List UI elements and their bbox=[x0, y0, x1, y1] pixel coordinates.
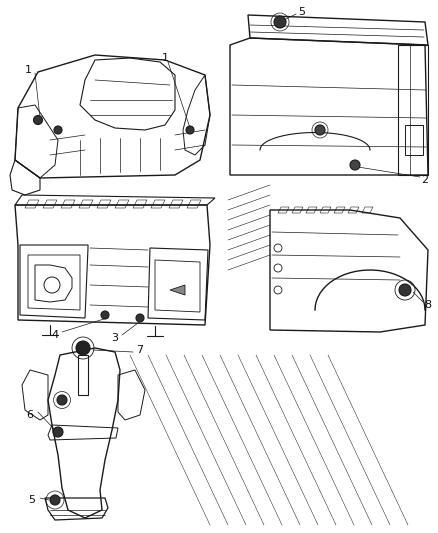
Circle shape bbox=[50, 495, 60, 505]
Circle shape bbox=[274, 16, 286, 28]
Text: 5: 5 bbox=[299, 7, 305, 17]
Circle shape bbox=[54, 126, 62, 134]
Circle shape bbox=[315, 125, 325, 135]
Text: 6: 6 bbox=[27, 410, 33, 420]
Circle shape bbox=[136, 314, 144, 322]
Text: 3: 3 bbox=[112, 333, 119, 343]
Circle shape bbox=[76, 341, 90, 355]
Text: 5: 5 bbox=[28, 495, 35, 505]
Text: 8: 8 bbox=[424, 300, 431, 310]
Text: 2: 2 bbox=[421, 175, 428, 185]
Circle shape bbox=[350, 160, 360, 170]
Circle shape bbox=[186, 126, 194, 134]
Polygon shape bbox=[170, 285, 185, 295]
Circle shape bbox=[33, 116, 42, 125]
Circle shape bbox=[399, 284, 411, 296]
Text: 1: 1 bbox=[162, 53, 169, 63]
Text: 4: 4 bbox=[51, 330, 59, 340]
Text: 7: 7 bbox=[137, 345, 144, 355]
Text: 1: 1 bbox=[25, 65, 32, 75]
Circle shape bbox=[53, 427, 63, 437]
Circle shape bbox=[101, 311, 109, 319]
Circle shape bbox=[57, 395, 67, 405]
